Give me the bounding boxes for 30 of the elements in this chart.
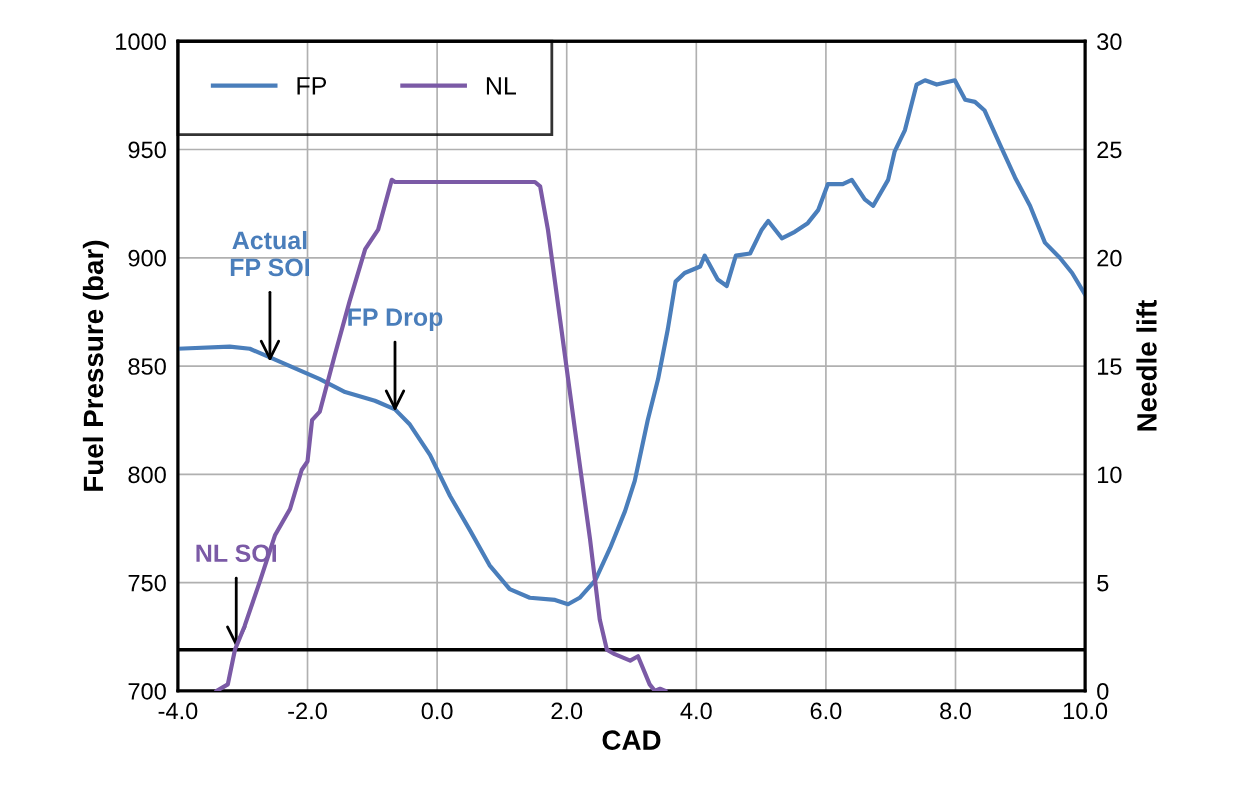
x-tick-label: 2.0 bbox=[551, 702, 583, 720]
annotation: Actual FP SOI bbox=[230, 230, 310, 277]
y2-tick-label: 20 bbox=[1097, 249, 1122, 267]
y-tick-label: 850 bbox=[128, 358, 166, 375]
y-tick-label: 750 bbox=[128, 574, 166, 592]
y2-tick-label: 30 bbox=[1097, 33, 1122, 51]
y2-tick-label: 25 bbox=[1097, 141, 1122, 159]
y-tick-label: 900 bbox=[128, 249, 166, 267]
y2-tick-label: 15 bbox=[1098, 358, 1122, 375]
y-tick-label: 1000 bbox=[116, 33, 166, 51]
y-tick-label: 800 bbox=[128, 466, 166, 484]
annotation: FP Drop bbox=[348, 308, 443, 331]
x-tick-label: 4.0 bbox=[680, 702, 712, 720]
y2-tick-label: 5 bbox=[1097, 574, 1109, 592]
x-tick-label: 6.0 bbox=[810, 702, 842, 720]
y2-tick-label: 10 bbox=[1098, 466, 1122, 484]
x-tick-label: -2.0 bbox=[288, 702, 327, 720]
x-tick-label: -4.0 bbox=[158, 702, 198, 720]
x-tick-label: 0.0 bbox=[421, 702, 453, 720]
y-tick-label: 700 bbox=[128, 682, 166, 700]
x-tick-label: 8.0 bbox=[940, 702, 971, 720]
y2-axis-title: Needle lift bbox=[1136, 300, 1157, 431]
line-series bbox=[177, 78, 1086, 607]
y-tick-label: 950 bbox=[128, 141, 166, 159]
y-axis-title: Fuel Pressure (bar) bbox=[82, 240, 109, 491]
x-tick-label: 10.0 bbox=[1063, 702, 1108, 720]
legend-label: NL bbox=[486, 77, 516, 95]
y2-tick-label: 0 bbox=[1097, 682, 1109, 700]
x-axis-title: CAD bbox=[602, 730, 661, 750]
legend-label: FP bbox=[297, 77, 327, 95]
